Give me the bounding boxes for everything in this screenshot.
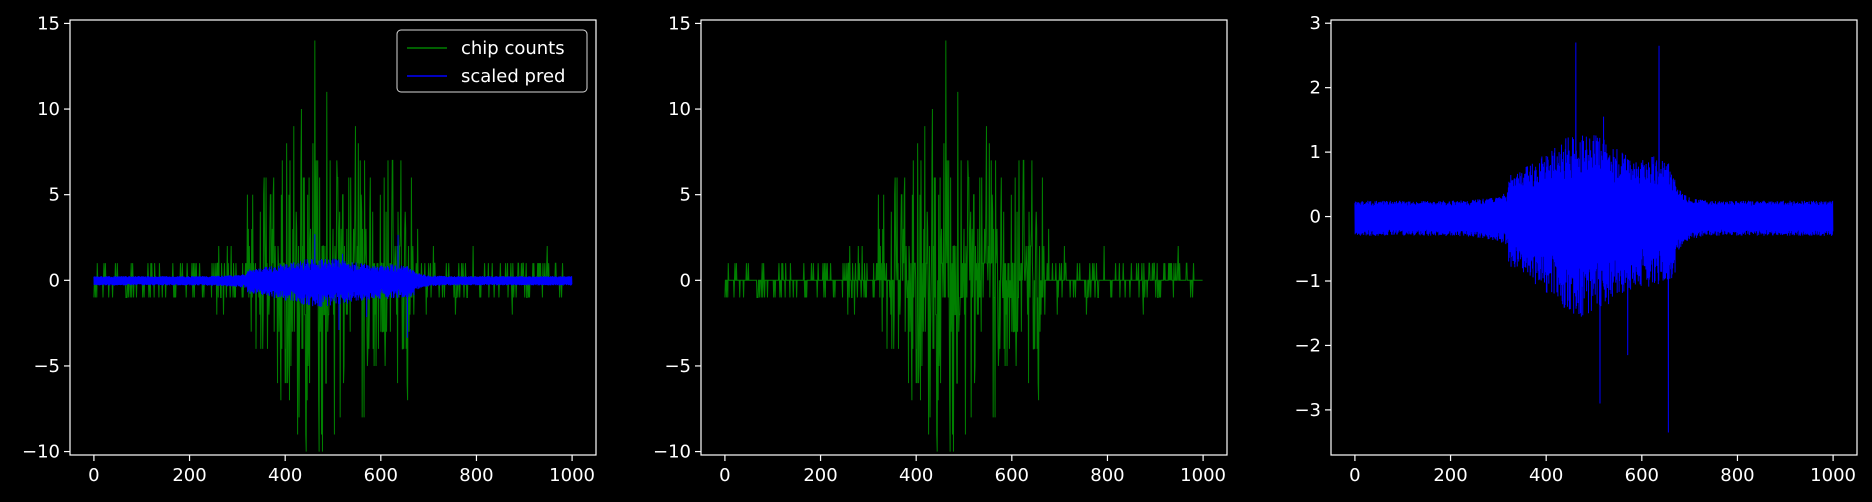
y-tick-label: −10 xyxy=(22,442,60,463)
series-line-chip-counts xyxy=(93,40,572,452)
x-tick-label: 400 xyxy=(899,465,933,486)
series-line-chip-counts xyxy=(724,40,1203,452)
y-tick-label: −5 xyxy=(664,356,691,377)
y-tick-label: 3 xyxy=(1310,13,1321,34)
y-tick-label: 0 xyxy=(1310,207,1321,228)
y-tick-label: 5 xyxy=(49,185,60,206)
chart-panel-1: 0 200 400 600 800 1000 −10 −5 0 5 10 15 chip counts s… xyxy=(22,13,597,486)
y-tick-label: −10 xyxy=(653,442,691,463)
x-tick-label: 1000 xyxy=(1180,465,1226,486)
x-tick-label: 800 xyxy=(1720,465,1754,486)
legend-label: scaled pred xyxy=(461,66,565,87)
x-tick-label: 400 xyxy=(1529,465,1563,486)
x-tick-label: 200 xyxy=(803,465,837,486)
y-tick-label: −5 xyxy=(33,356,60,377)
axes-frame xyxy=(69,19,597,456)
x-tick-label: 0 xyxy=(88,465,99,486)
y-tick-label: 10 xyxy=(668,99,691,120)
x-tick-label: 0 xyxy=(719,465,730,486)
y-tick-label: −2 xyxy=(1294,335,1321,356)
x-tick-label: 1000 xyxy=(1810,465,1856,486)
y-tick-label: 15 xyxy=(37,13,60,34)
axes-frame xyxy=(700,19,1228,456)
x-tick-label: 600 xyxy=(995,465,1029,486)
x-tick-label: 800 xyxy=(459,465,493,486)
y-tick-label: 1 xyxy=(1310,142,1321,163)
x-tick-label: 600 xyxy=(364,465,398,486)
series-line-scaled-pred xyxy=(1354,42,1834,433)
chart-panel-3: 0 200 400 600 800 1000 −3 −2 −1 0 1 2 3 xyxy=(1294,13,1858,486)
x-tick-label: 0 xyxy=(1349,465,1360,486)
y-tick-label: 2 xyxy=(1310,78,1321,99)
y-tick-label: −1 xyxy=(1294,271,1321,292)
y-tick-label: 5 xyxy=(680,185,691,206)
series-line-scaled-pred xyxy=(93,234,573,338)
axes-frame xyxy=(1330,19,1858,456)
x-tick-label: 800 xyxy=(1090,465,1124,486)
y-tick-label: 10 xyxy=(37,99,60,120)
x-tick-label: 200 xyxy=(1433,465,1467,486)
y-tick-label: 15 xyxy=(668,13,691,34)
x-tick-label: 400 xyxy=(268,465,302,486)
legend: chip counts scaled pred xyxy=(396,29,588,93)
y-tick-label: −3 xyxy=(1294,400,1321,421)
legend-label: chip counts xyxy=(461,38,565,59)
y-tick-label: 0 xyxy=(49,270,60,291)
x-tick-label: 600 xyxy=(1625,465,1659,486)
x-tick-label: 1000 xyxy=(549,465,595,486)
chart-panel-2: 0 200 400 600 800 1000 −10 −5 0 5 10 15 xyxy=(653,13,1228,486)
x-tick-label: 200 xyxy=(172,465,206,486)
y-tick-label: 0 xyxy=(680,270,691,291)
